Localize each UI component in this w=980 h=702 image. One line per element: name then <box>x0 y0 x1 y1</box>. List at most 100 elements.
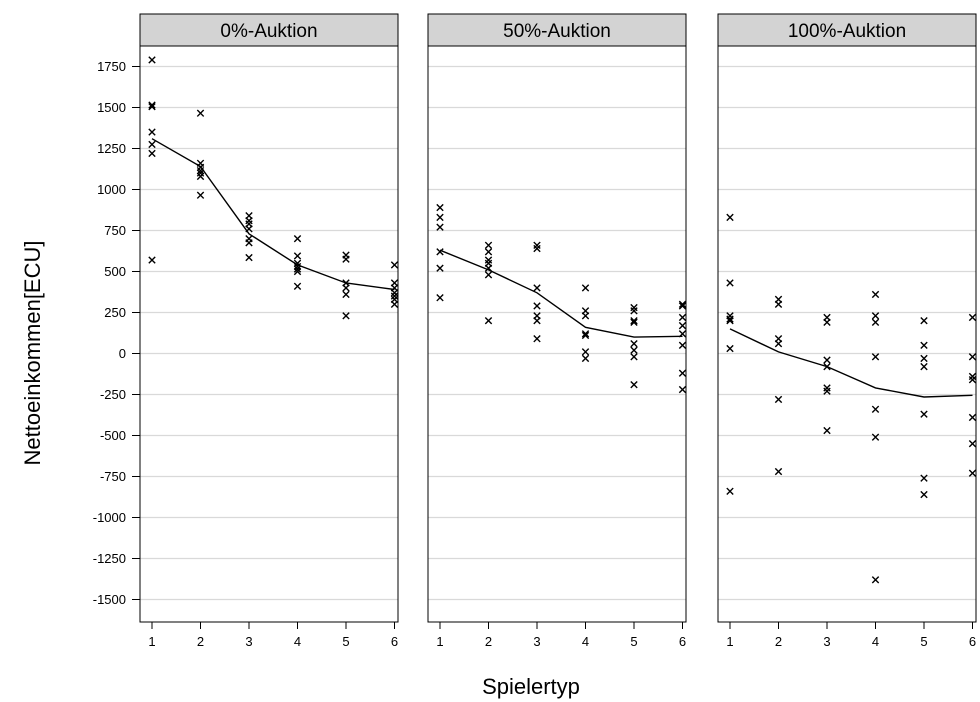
data-point <box>533 302 541 310</box>
panel-frame <box>427 45 687 623</box>
data-point <box>920 362 928 371</box>
x-tick-label: 1 <box>148 634 155 649</box>
data-point <box>678 313 687 322</box>
panel-frame <box>139 45 399 623</box>
data-point <box>581 354 590 363</box>
data-point <box>390 292 399 300</box>
data-point <box>823 384 831 392</box>
data-point <box>436 294 444 302</box>
data-point <box>390 300 399 308</box>
panel-2: 50%-Auktion 1 2 3 4 5 6 <box>427 13 687 649</box>
data-point <box>871 433 880 441</box>
y-tick-label: -1500 <box>93 592 126 607</box>
data-point <box>678 341 687 349</box>
x-tick-label: 2 <box>197 634 204 649</box>
data-point <box>920 341 928 349</box>
data-point <box>678 300 687 308</box>
panel-title: 0%-Auktion <box>220 21 317 42</box>
data-point <box>293 235 302 243</box>
data-point <box>726 344 734 353</box>
data-point <box>533 284 541 292</box>
data-point <box>968 413 977 422</box>
data-point <box>484 256 493 264</box>
data-point <box>148 256 156 264</box>
data-point <box>533 241 541 249</box>
data-point <box>630 318 638 327</box>
data-point <box>533 244 541 253</box>
mean-line <box>151 138 395 291</box>
y-tick-label: -500 <box>100 428 126 443</box>
data-point <box>774 467 783 476</box>
data-point <box>390 289 399 297</box>
data-point <box>342 255 350 263</box>
data-point <box>148 102 156 111</box>
panel-title: 100%-Auktion <box>788 21 906 42</box>
data-point <box>148 140 156 149</box>
x-axis-title: Spielertyp <box>482 674 580 699</box>
x-tick-label: 2 <box>775 634 782 649</box>
data-point <box>823 318 831 327</box>
data-point <box>245 239 253 247</box>
data-point <box>871 290 880 299</box>
x-tick-label: 3 <box>823 634 830 649</box>
data-point <box>871 312 880 320</box>
data-point <box>726 279 734 287</box>
y-tick-label: 0 <box>119 346 126 361</box>
panel-1: 0%-Auktion 1 2 3 4 5 6 <box>139 13 399 649</box>
y-tick-label: -750 <box>100 469 126 484</box>
x-tick-label: 3 <box>533 634 540 649</box>
x-tick-label: 2 <box>485 634 492 649</box>
y-tick-label: 1500 <box>97 100 126 115</box>
data-point <box>774 339 783 348</box>
data-point <box>630 380 638 389</box>
data-point <box>968 372 977 381</box>
y-tick-label: 1250 <box>97 141 126 156</box>
data-point <box>630 346 638 354</box>
data-point <box>920 410 928 418</box>
data-point <box>726 487 734 495</box>
x-tick-label: 4 <box>582 634 589 649</box>
data-point <box>774 300 783 308</box>
data-point <box>678 330 687 338</box>
x-tick-label: 6 <box>969 634 976 649</box>
data-point <box>293 282 302 290</box>
data-point <box>436 248 444 256</box>
data-point <box>678 321 687 330</box>
data-point <box>871 405 880 413</box>
mean-line <box>729 328 973 398</box>
panel-3: 100%-Auktion 1 2 3 4 5 6 <box>717 13 977 649</box>
x-tick-label: 4 <box>294 634 301 649</box>
data-point <box>293 267 302 276</box>
data-point <box>342 284 350 292</box>
data-point <box>148 128 156 136</box>
data-point <box>774 395 783 404</box>
panel-title: 50%-Auktion <box>503 21 611 42</box>
data-point <box>245 216 253 225</box>
y-tick-label: -1250 <box>93 551 126 566</box>
data-point <box>436 223 444 231</box>
x-tick-label: 6 <box>679 634 686 649</box>
data-point <box>920 474 928 482</box>
data-point <box>920 354 928 363</box>
y-tick-label: 500 <box>104 264 126 279</box>
data-point <box>245 253 253 262</box>
data-point <box>920 490 928 499</box>
data-point <box>436 213 444 222</box>
x-tick-label: 5 <box>342 634 349 649</box>
data-point <box>630 317 638 325</box>
data-point <box>581 348 590 356</box>
data-point <box>823 387 831 395</box>
panel-frame <box>717 45 977 623</box>
data-point <box>390 261 399 269</box>
data-point <box>581 284 590 292</box>
data-point <box>533 335 541 343</box>
data-point <box>871 353 880 361</box>
data-point <box>630 307 638 315</box>
data-point <box>678 302 687 310</box>
data-point <box>148 149 156 158</box>
x-tick-label: 4 <box>872 634 879 649</box>
data-point <box>484 271 493 279</box>
data-point <box>148 56 156 64</box>
data-point <box>823 362 831 371</box>
data-point <box>196 109 205 117</box>
